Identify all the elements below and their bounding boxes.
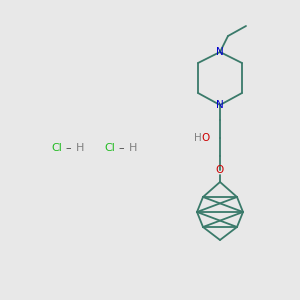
Text: H: H	[194, 133, 202, 143]
Text: N: N	[216, 47, 224, 57]
Text: Cl: Cl	[105, 143, 116, 153]
Text: Cl: Cl	[52, 143, 62, 153]
Text: –: –	[65, 143, 71, 153]
Text: H: H	[76, 143, 84, 153]
Text: N: N	[216, 100, 224, 110]
Text: O: O	[216, 165, 224, 175]
Text: –: –	[118, 143, 124, 153]
Text: O: O	[202, 133, 210, 143]
Text: H: H	[129, 143, 137, 153]
